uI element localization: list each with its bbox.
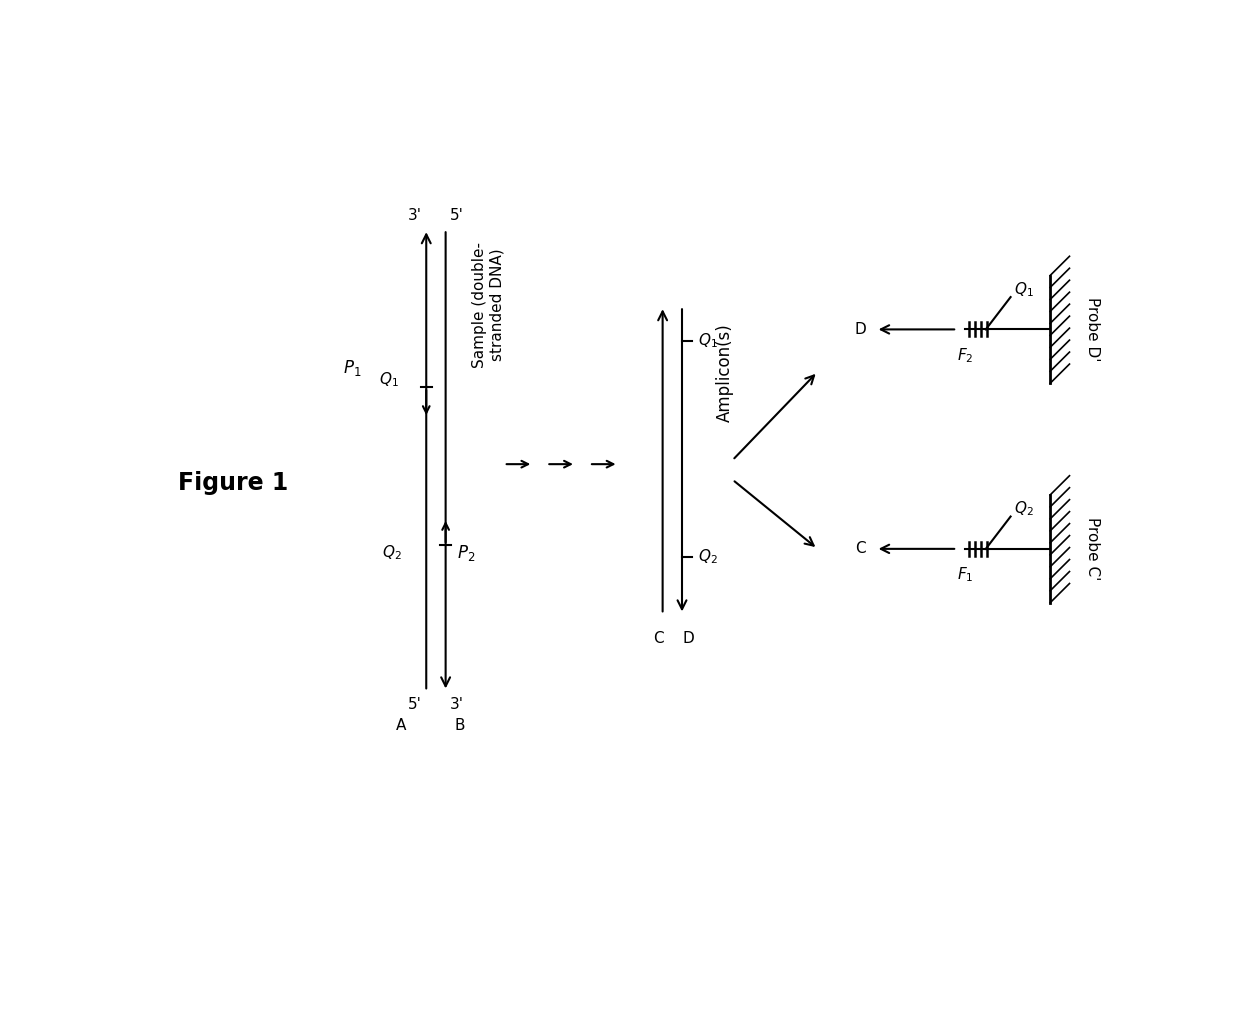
Text: $Q_2$: $Q_2$ xyxy=(382,543,402,562)
Text: $Q_1$: $Q_1$ xyxy=(1014,280,1033,299)
Text: $F_1$: $F_1$ xyxy=(956,566,973,585)
Text: Probe C': Probe C' xyxy=(1085,518,1100,581)
Text: 5': 5' xyxy=(450,208,464,223)
Text: $F_2$: $F_2$ xyxy=(956,346,973,365)
Text: C: C xyxy=(854,541,866,556)
Text: $Q_2$: $Q_2$ xyxy=(697,547,717,566)
Text: D: D xyxy=(682,631,694,646)
Text: Figure 1: Figure 1 xyxy=(179,472,289,495)
Text: 5': 5' xyxy=(408,697,422,712)
Text: Sample (double-
stranded DNA): Sample (double- stranded DNA) xyxy=(472,242,505,368)
Text: $Q_2$: $Q_2$ xyxy=(1014,499,1033,519)
Text: $P_1$: $P_1$ xyxy=(343,358,362,378)
Text: $Q_1$: $Q_1$ xyxy=(697,331,717,351)
Text: $P_2$: $P_2$ xyxy=(458,543,475,562)
Text: B: B xyxy=(454,718,465,734)
Text: C: C xyxy=(653,631,665,646)
Text: $Q_1$: $Q_1$ xyxy=(379,370,399,389)
Text: 3': 3' xyxy=(408,208,422,223)
Text: Amplicon(s): Amplicon(s) xyxy=(715,323,734,422)
Text: A: A xyxy=(397,718,407,734)
Text: D: D xyxy=(854,322,866,337)
Text: 3': 3' xyxy=(450,697,464,712)
Text: Probe D': Probe D' xyxy=(1085,298,1100,362)
